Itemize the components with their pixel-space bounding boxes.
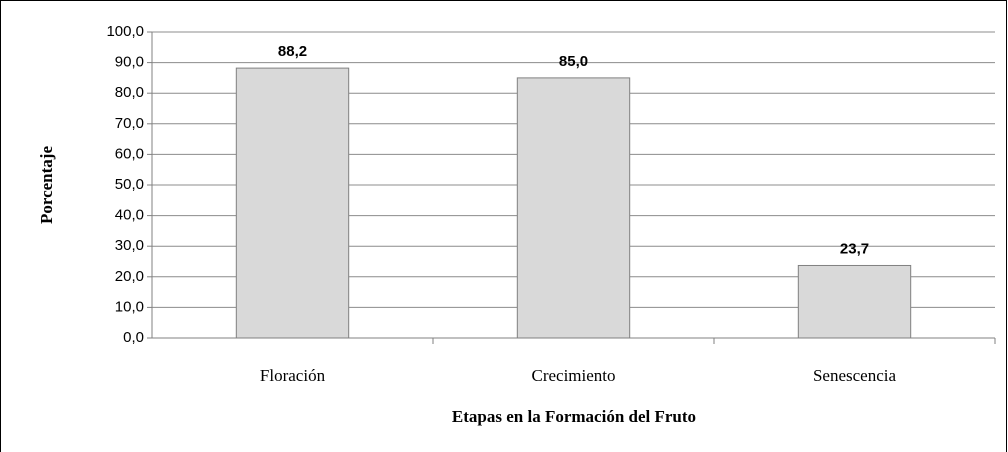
y-tick-label: 80,0 [115,84,144,101]
y-tick-label: 40,0 [115,207,144,224]
y-tick-label: 90,0 [115,54,144,71]
bar [516,77,631,339]
y-tick-label: 0,0 [123,329,144,346]
y-tick-label: 10,0 [115,298,144,315]
y-tick-label: 100,0 [106,23,144,40]
y-axis-title: Porcentaje [37,146,56,224]
x-tick-label: Senescencia [813,366,897,385]
x-tick-label: Floración [260,366,326,385]
data-label: 88,2 [278,43,307,60]
y-tick-label: 30,0 [115,237,144,254]
x-axis-title: Etapas en la Formación del Fruto [452,407,696,426]
y-tick-label: 60,0 [115,145,144,162]
x-tick-label: Crecimiento [531,366,615,385]
bar [797,264,912,339]
y-tick-label: 50,0 [115,176,144,193]
y-tick-label: 20,0 [115,268,144,285]
data-label: 23,7 [840,240,869,257]
y-tick-label: 70,0 [115,115,144,132]
data-label: 85,0 [559,53,588,70]
bar [235,67,350,339]
